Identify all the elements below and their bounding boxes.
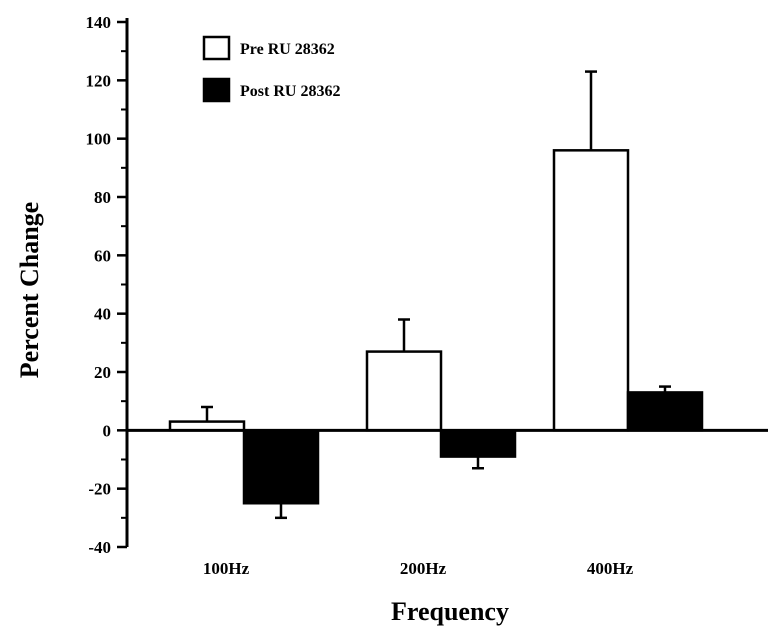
x-axis-title: Frequency bbox=[391, 597, 509, 626]
legend-label: Post RU 28362 bbox=[240, 83, 340, 100]
legend-swatch bbox=[202, 77, 231, 103]
y-tick-label: 60 bbox=[94, 246, 111, 265]
x-tick-label: 200Hz bbox=[400, 559, 447, 578]
y-tick-label: 80 bbox=[94, 188, 111, 207]
y-tick-label: 100 bbox=[86, 130, 112, 149]
y-tick-label: 120 bbox=[86, 71, 112, 90]
y-tick-label: 40 bbox=[94, 305, 111, 324]
pre-bar-400hz bbox=[552, 149, 630, 432]
legend-swatch bbox=[202, 35, 231, 61]
y-tick-label: 20 bbox=[94, 363, 111, 382]
post-bar-400hz bbox=[626, 391, 704, 432]
post-bar-200hz bbox=[439, 429, 517, 458]
y-tick-label: -40 bbox=[88, 538, 111, 557]
legend-label: Pre RU 28362 bbox=[240, 41, 335, 58]
y-tick-label: 140 bbox=[86, 13, 112, 32]
pre-bar-200hz bbox=[365, 350, 443, 432]
x-tick-label: 400Hz bbox=[587, 559, 634, 578]
x-tick-label: 100Hz bbox=[203, 559, 250, 578]
y-tick-label: 0 bbox=[103, 421, 112, 440]
y-axis-title: Percent Change bbox=[15, 202, 44, 378]
y-tick-label: -20 bbox=[88, 480, 111, 499]
post-bar-100hz bbox=[242, 429, 320, 505]
